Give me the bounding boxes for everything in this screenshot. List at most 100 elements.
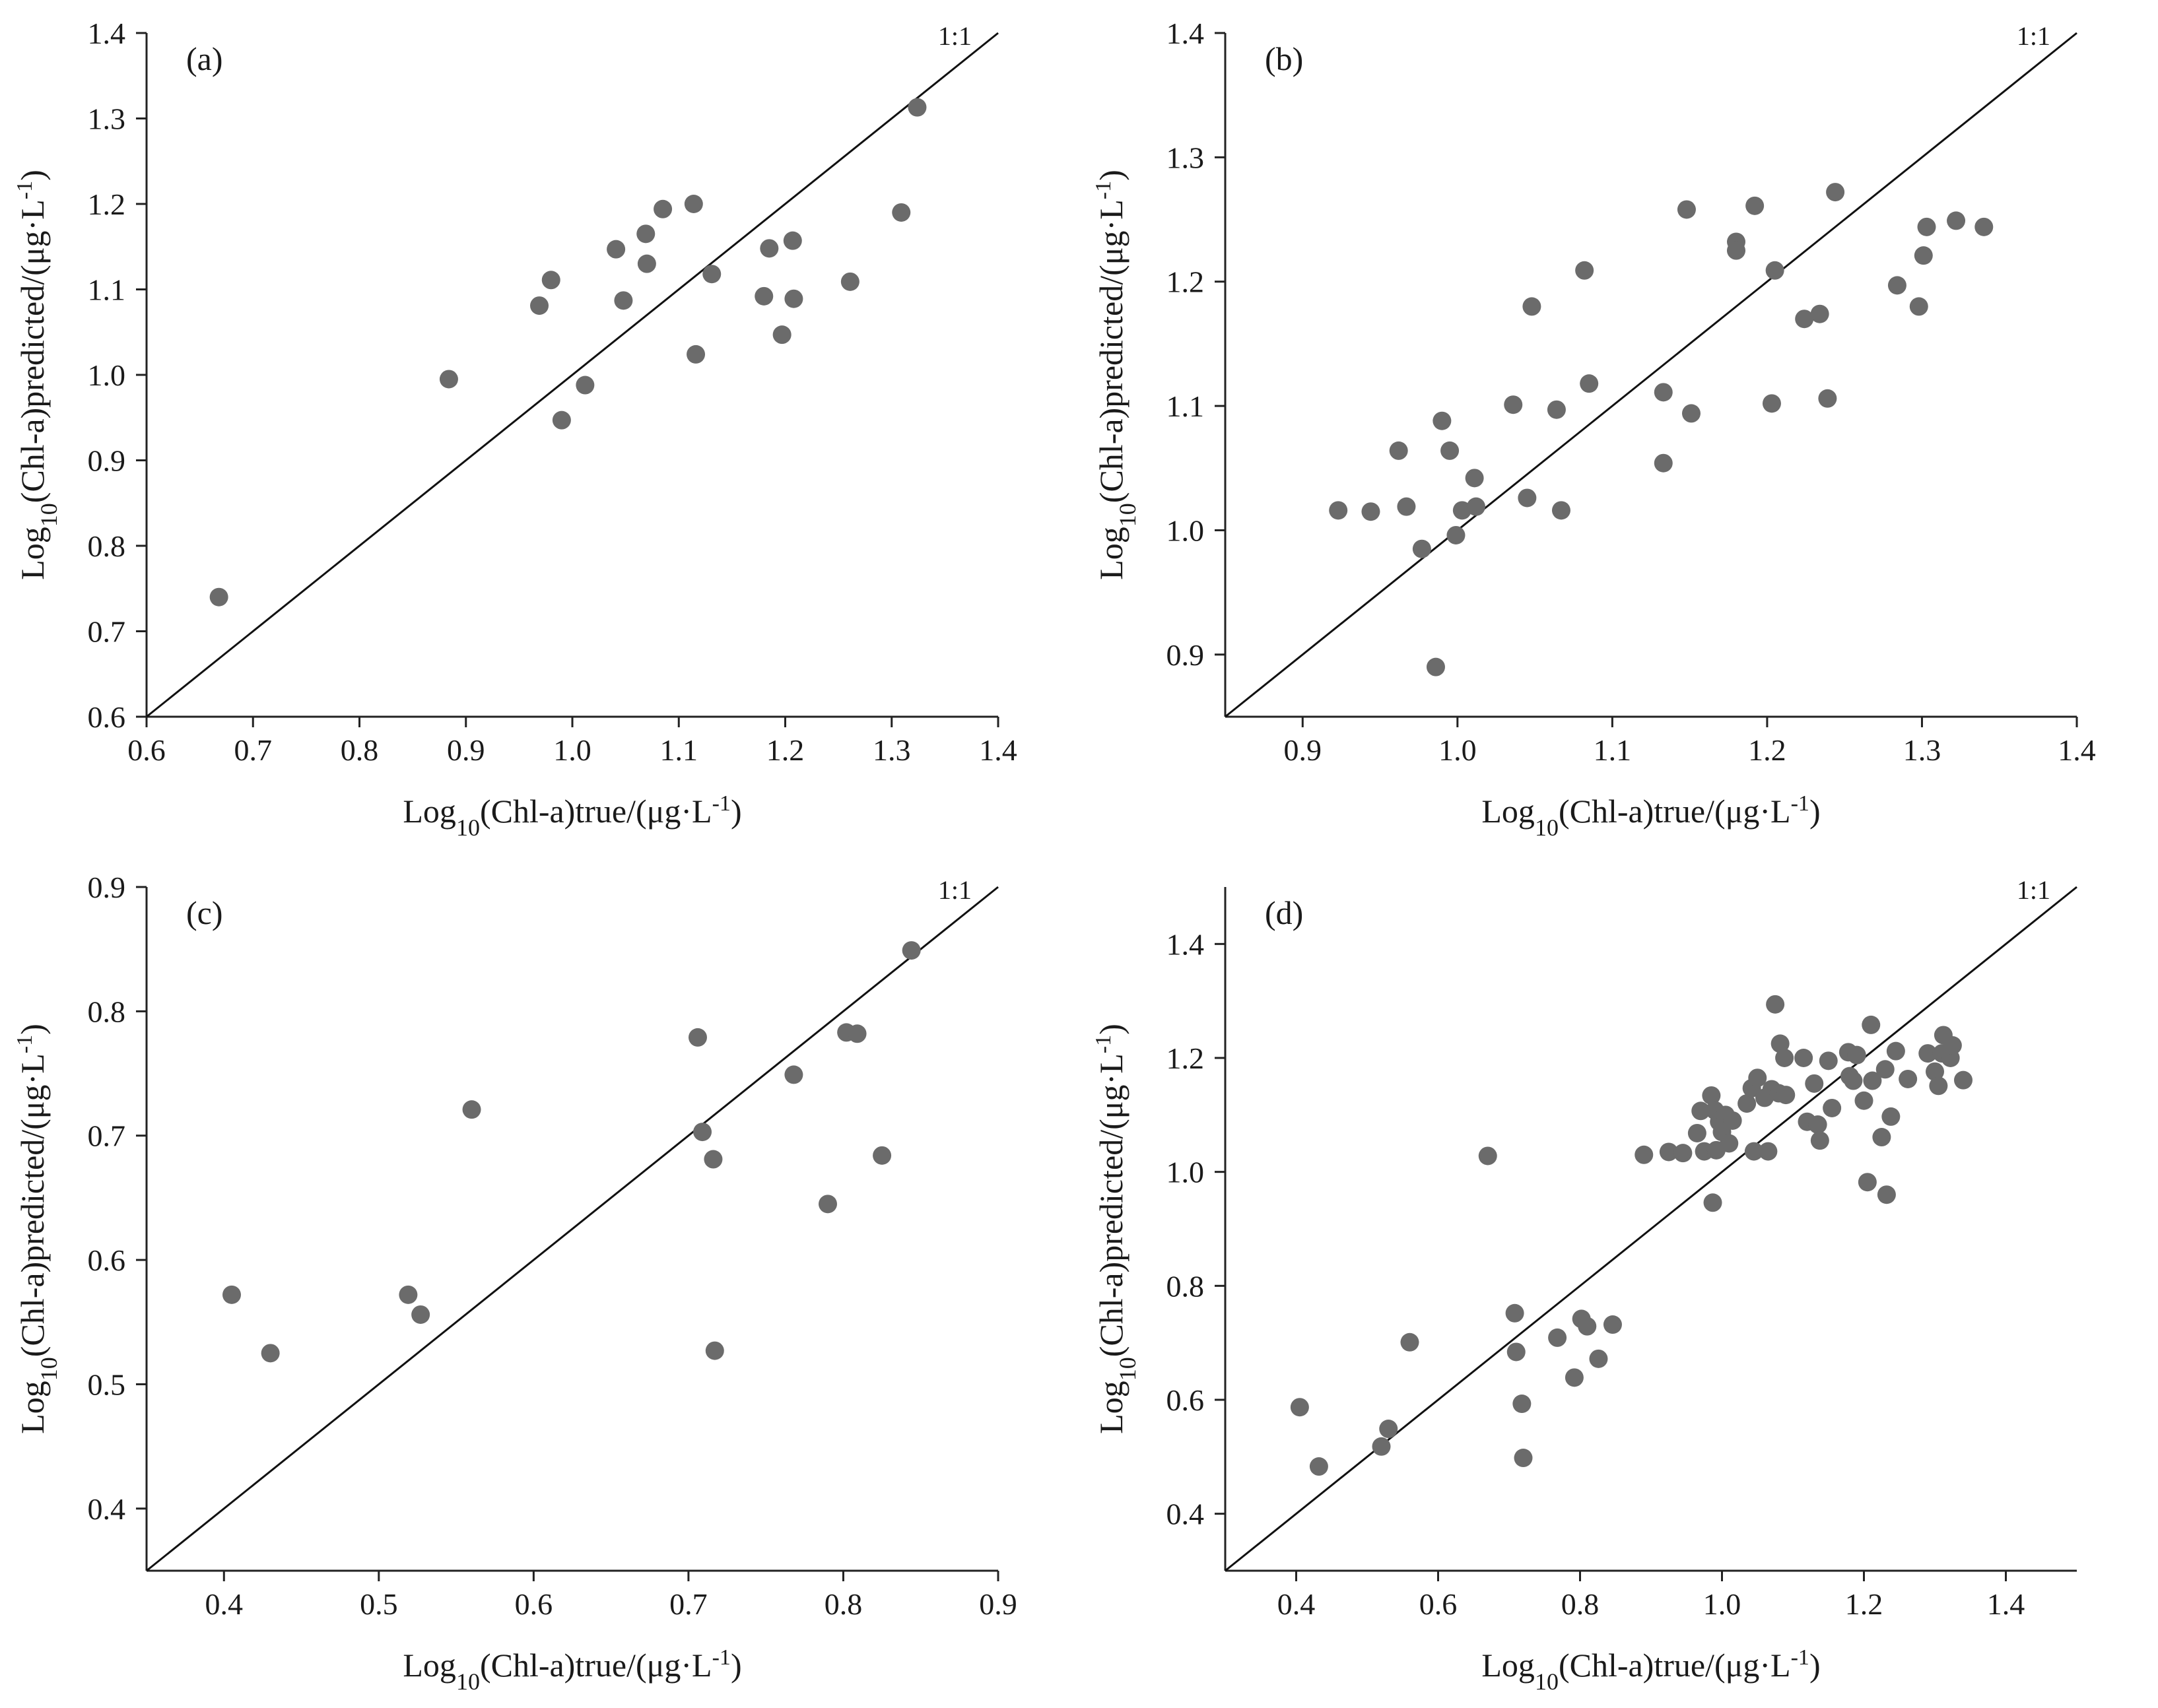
- x-tick-label: 0.4: [205, 1587, 244, 1621]
- data-point-a-1: [439, 370, 458, 389]
- data-point-d-3: [1379, 1420, 1398, 1439]
- data-point-b-16: [1551, 501, 1570, 520]
- y-tick-label: 1.3: [1166, 141, 1205, 174]
- data-point-a-8: [636, 224, 656, 244]
- data-point-c-10: [819, 1195, 837, 1214]
- data-point-b-27: [1765, 261, 1784, 280]
- y-tick-label: 1.4: [1166, 16, 1205, 50]
- data-point-a-12: [687, 345, 706, 364]
- x-tick-label: 1.0: [1438, 733, 1477, 767]
- data-point-b-13: [1518, 488, 1537, 508]
- one-to-one-line: [1225, 886, 2077, 1572]
- x-axis-title: Log10(Chl-a)true/(μg·L-1): [403, 791, 741, 841]
- data-point-d-20: [1691, 1101, 1710, 1121]
- data-point-b-30: [1818, 389, 1837, 408]
- data-point-a-7: [614, 291, 633, 310]
- x-axis-title: Log10(Chl-a)true/(μg·L-1): [1481, 791, 1820, 841]
- panel-a: 0.6 0.7 0.8 0.9 1.0 1.1 1.2 1.3 1.4 0.6 0.7 0.8 0.9 1…: [0, 0, 1079, 854]
- data-point-b-9: [1452, 501, 1471, 520]
- axis-title-mid: (Chl-a)predicted/(μg·L: [1093, 199, 1130, 503]
- data-point-a-16: [772, 325, 792, 345]
- one-to-one-line: [146, 32, 999, 718]
- axis-title-sup: -1: [13, 1035, 37, 1053]
- axis-title-sup: -1: [1091, 1035, 1116, 1053]
- x-tick-label: 0.7: [234, 733, 273, 767]
- data-point-b-19: [1654, 383, 1673, 402]
- y-tick-label: 1.4: [1166, 927, 1205, 961]
- panel-label-a: (a): [186, 40, 223, 77]
- data-point-b-37: [1974, 217, 1994, 236]
- data-point-b-2: [1389, 441, 1408, 460]
- axis-title-sup: -1: [712, 1645, 731, 1670]
- data-point-d-62: [1886, 1041, 1905, 1061]
- data-point-b-10: [1465, 469, 1484, 488]
- data-point-b-32: [1887, 276, 1906, 295]
- axis-title-sub: 10: [1535, 1668, 1559, 1695]
- one-to-one-label: 1:1: [2017, 875, 2050, 905]
- data-point-a-10: [654, 199, 673, 218]
- data-point-b-12: [1504, 395, 1523, 414]
- data-point-a-2: [530, 296, 549, 315]
- axis-title-sub: 10: [1114, 1357, 1141, 1381]
- axis-title-pre: Log: [14, 1381, 51, 1434]
- data-point-a-9: [637, 254, 656, 273]
- data-point-d-54: [1854, 1091, 1873, 1110]
- data-point-a-13: [702, 265, 722, 284]
- scatter-plot-a: 0.6 0.7 0.8 0.9 1.0 1.1 1.2 1.3 1.4 0.6 0.7 0.8 0.9 1…: [13, 16, 1017, 841]
- x-tick-label: 1.3: [1903, 733, 1941, 767]
- axis-title-pre: Log: [403, 793, 456, 830]
- data-point-d-17: [1659, 1142, 1678, 1162]
- one-to-one-label: 1:1: [938, 875, 972, 905]
- data-point-d-13: [1578, 1317, 1597, 1336]
- data-point-d-41: [1775, 1049, 1794, 1067]
- y-tick-label: 1.2: [1166, 1041, 1205, 1075]
- data-point-d-0: [1290, 1398, 1309, 1417]
- one-to-one-line: [1225, 32, 2077, 718]
- y-tick-label: 1.4: [88, 16, 126, 50]
- data-point-b-6: [1433, 411, 1452, 430]
- axis-title-mid: (Chl-a)predicted/(μg·L: [1093, 1053, 1130, 1357]
- axis-title-sub: 10: [36, 1357, 62, 1381]
- data-point-b-25: [1745, 196, 1765, 215]
- data-point-c-8: [705, 1341, 724, 1360]
- axis-title-pre: Log: [1481, 1647, 1535, 1684]
- axis-title-post: ): [1093, 170, 1130, 181]
- y-tick-label: 1.1: [88, 273, 126, 307]
- data-point-d-5: [1478, 1146, 1497, 1166]
- x-tick-label: 0.8: [341, 733, 379, 767]
- data-point-d-45: [1805, 1074, 1824, 1093]
- data-point-d-4: [1400, 1332, 1419, 1352]
- y-tick-label: 1.0: [88, 358, 126, 392]
- y-tick-label: 1.0: [1166, 1156, 1205, 1189]
- y-tick-label: 1.1: [1166, 389, 1205, 423]
- data-point-b-24: [1727, 241, 1745, 260]
- axis-title-mid: (Chl-a)true/(μg·L: [1559, 1647, 1791, 1684]
- x-tick-label: 0.5: [360, 1587, 398, 1621]
- data-point-b-36: [1947, 211, 1966, 230]
- y-axis-title: Log10(Chl-a)predicted/(μg·L-1): [1091, 170, 1141, 579]
- axis-title-mid: (Chl-a)true/(μg·L: [1559, 793, 1791, 830]
- panel-label-b: (b): [1265, 40, 1303, 77]
- data-point-d-63: [1899, 1069, 1918, 1088]
- data-point-c-5: [688, 1028, 707, 1047]
- data-point-b-5: [1426, 657, 1445, 676]
- axis-title-mid: (Chl-a)true/(μg·L: [480, 793, 712, 830]
- panel-b: 0.9 1.0 1.1 1.2 1.3 1.4 0.9 1.0 1.1 1.2 1.3 1.4 1:1 (…: [1079, 0, 2157, 854]
- data-point-d-59: [1875, 1060, 1895, 1079]
- one-to-one-label: 1:1: [2017, 21, 2050, 51]
- x-tick-label: 1.2: [766, 733, 805, 767]
- data-point-c-4: [462, 1100, 481, 1119]
- data-point-a-21: [908, 98, 927, 117]
- data-point-d-6: [1505, 1303, 1524, 1323]
- data-point-b-0: [1329, 501, 1348, 520]
- y-tick-label: 1.2: [1166, 265, 1205, 299]
- data-point-d-19: [1687, 1123, 1706, 1142]
- axis-title-mid: (Chl-a)predicted/(μg·L: [14, 1053, 51, 1357]
- data-point-a-3: [541, 271, 560, 290]
- axis-title-sup: -1: [1791, 1645, 1809, 1670]
- data-point-d-16: [1635, 1145, 1654, 1164]
- data-point-b-7: [1440, 441, 1460, 460]
- data-point-b-21: [1677, 200, 1696, 219]
- data-point-d-66: [1929, 1076, 1948, 1096]
- data-point-a-20: [892, 203, 911, 222]
